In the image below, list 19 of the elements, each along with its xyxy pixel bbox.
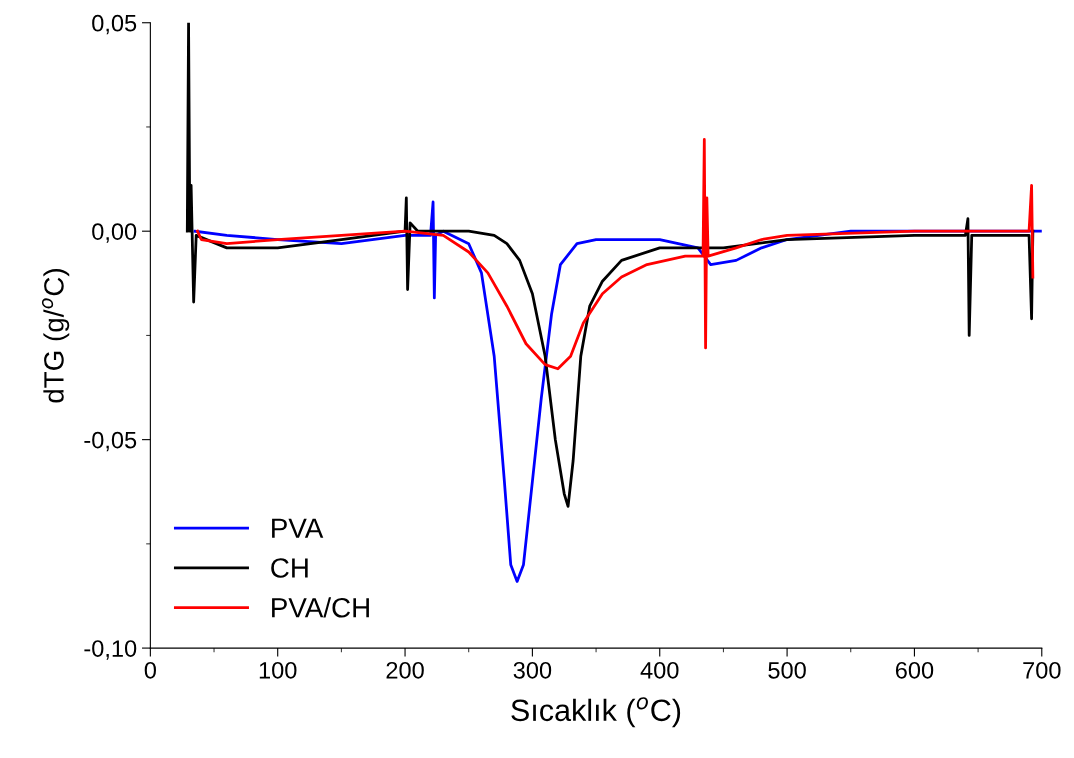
y-axis-title: dTG (g/$^{o}$C) [41,269,70,403]
x-tick-label: 500 [768,661,806,679]
x-tick-label: 100 [259,661,297,679]
line-series [196,138,1035,371]
y-tick-label: 0,00 [92,223,137,243]
legend-label: PVA [272,518,324,538]
x-tick-label: 700 [1023,661,1061,679]
y-tick-label: -0,10 [84,640,137,660]
legend-label: CH [271,558,308,578]
x-tick-label: 300 [513,661,552,679]
legend-label: PVA/CH [272,597,369,618]
x-tick-label: 600 [895,661,934,679]
y-tick-label: 0,05 [92,14,137,35]
line-series [185,22,1035,508]
x-tick-label: 400 [640,661,679,679]
x-tick-label: 200 [386,661,424,679]
x-tick-label: 0 [144,661,156,679]
y-tick-label: -0,05 [84,431,137,452]
x-axis-title: Sıcaklık ($^{o}$C) [511,697,681,728]
